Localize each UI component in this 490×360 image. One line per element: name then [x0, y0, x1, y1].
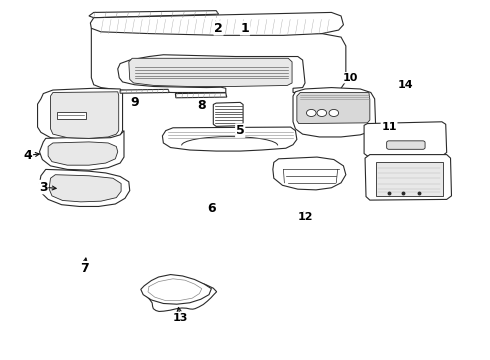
Text: 5: 5 [236, 124, 245, 137]
Text: 1: 1 [241, 22, 249, 35]
Text: 9: 9 [130, 96, 139, 109]
Polygon shape [50, 92, 119, 138]
Text: 10: 10 [343, 73, 358, 83]
Bar [376, 162, 443, 196]
Polygon shape [38, 88, 122, 141]
Polygon shape [49, 175, 121, 202]
Text: 7: 7 [80, 262, 89, 275]
Polygon shape [40, 170, 130, 207]
Polygon shape [40, 131, 124, 170]
Polygon shape [213, 102, 243, 126]
Text: 11: 11 [381, 122, 397, 132]
Text: 2: 2 [214, 22, 223, 35]
Circle shape [317, 109, 327, 117]
Text: 14: 14 [398, 80, 414, 90]
Polygon shape [364, 122, 447, 156]
Polygon shape [91, 28, 346, 93]
Polygon shape [293, 87, 376, 137]
Circle shape [329, 109, 339, 117]
Text: 12: 12 [297, 212, 313, 222]
Polygon shape [129, 58, 292, 86]
Text: 3: 3 [39, 181, 48, 194]
Polygon shape [89, 11, 219, 18]
Text: 4: 4 [24, 149, 32, 162]
Polygon shape [273, 157, 346, 190]
Polygon shape [141, 275, 211, 304]
Polygon shape [90, 12, 343, 35]
Polygon shape [365, 154, 451, 200]
FancyBboxPatch shape [387, 141, 425, 149]
Text: 8: 8 [197, 99, 206, 112]
Text: 6: 6 [207, 202, 216, 215]
Bar [57, 112, 86, 119]
Polygon shape [145, 281, 217, 311]
Polygon shape [162, 127, 297, 151]
Polygon shape [120, 89, 169, 93]
Polygon shape [48, 142, 118, 165]
Polygon shape [297, 93, 370, 123]
Circle shape [306, 109, 316, 117]
Text: 13: 13 [172, 312, 188, 323]
Polygon shape [175, 93, 227, 98]
